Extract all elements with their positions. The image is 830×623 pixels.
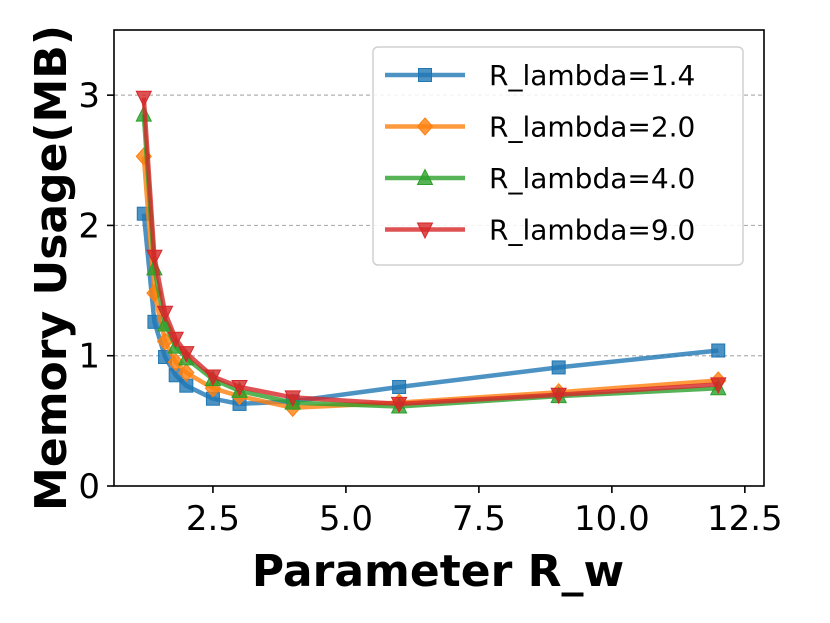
data-point xyxy=(204,369,222,387)
legend-item: R_lambda=2.0 xyxy=(385,111,695,144)
data-point xyxy=(551,360,566,375)
plot-frame xyxy=(113,29,765,487)
legend-item: R_lambda=4.0 xyxy=(385,162,695,195)
y-tick-label: 2 xyxy=(78,206,100,246)
data-point xyxy=(711,343,726,358)
legend-label: R_lambda=9.0 xyxy=(489,214,695,247)
legend-label: R_lambda=2.0 xyxy=(489,111,695,144)
legend-item: R_lambda=9.0 xyxy=(385,214,695,247)
legend-marker xyxy=(416,168,434,185)
data-point xyxy=(550,387,567,405)
legend-marker xyxy=(416,117,434,136)
data-point xyxy=(231,379,248,397)
axis-ticks: 2.5 5.0 7.5 10.0 12.5 0 1 2 3 xyxy=(78,76,782,539)
legend: R_lambda=1.4 R_lambda=2.0 R_lambda=4.0 R_la… xyxy=(372,46,744,266)
x-tick-label: 12.5 xyxy=(707,499,783,539)
data-point xyxy=(284,390,302,408)
y-tick-label: 3 xyxy=(78,76,100,116)
data-point xyxy=(709,377,727,394)
data-point xyxy=(392,379,407,394)
x-tick-label: 5.0 xyxy=(319,499,373,539)
x-tick-label: 2.5 xyxy=(186,499,240,539)
legend-label: R_lambda=1.4 xyxy=(489,59,695,92)
x-axis-label: Parameter R_w xyxy=(252,546,624,597)
legend-marker xyxy=(416,222,434,240)
legend-box xyxy=(372,46,744,266)
legend-item: R_lambda=1.4 xyxy=(385,59,695,92)
legend-label: R_lambda=4.0 xyxy=(489,162,695,195)
x-tick-label: 10.0 xyxy=(574,499,650,539)
y-tick-label: 0 xyxy=(78,467,100,507)
y-tick-label: 1 xyxy=(78,337,100,377)
data-point xyxy=(167,352,184,372)
series-R_lambda=9.0 xyxy=(135,90,727,414)
data-point xyxy=(178,363,195,382)
legend-marker xyxy=(418,68,432,82)
y-axis-label: Memory Usage(MB) xyxy=(26,25,77,511)
data-point xyxy=(178,346,195,363)
series-lines xyxy=(135,90,727,418)
data-point xyxy=(156,305,174,323)
data-point xyxy=(146,249,163,267)
data-point xyxy=(390,396,408,414)
x-tick-label: 7.5 xyxy=(452,499,506,539)
data-point xyxy=(135,90,153,108)
data-point xyxy=(167,331,185,349)
